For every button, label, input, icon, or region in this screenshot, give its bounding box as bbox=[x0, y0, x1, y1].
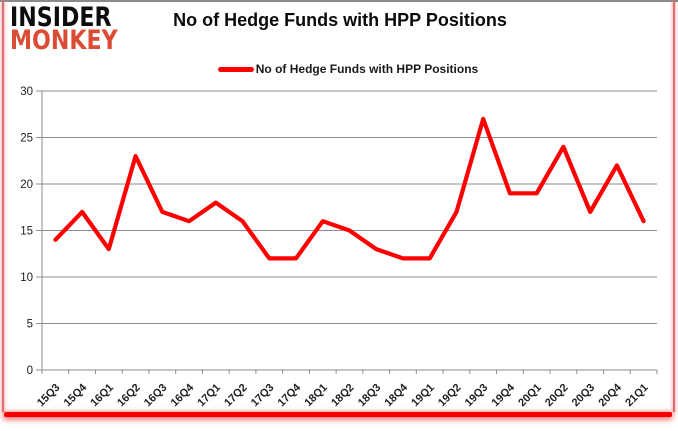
y-axis-label-30: 30 bbox=[20, 86, 33, 98]
x-axis-label-20Q1: 20Q1 bbox=[516, 382, 544, 410]
x-axis-label-17Q1: 17Q1 bbox=[195, 382, 223, 410]
x-axis-label-18Q1: 18Q1 bbox=[302, 382, 330, 410]
legend-line-swatch-icon bbox=[217, 66, 254, 72]
x-axis-label-19Q2: 19Q2 bbox=[436, 382, 464, 410]
x-axis-label-16Q4: 16Q4 bbox=[169, 381, 197, 409]
y-axis-label-10: 10 bbox=[20, 272, 33, 284]
x-axis-label-16Q2: 16Q2 bbox=[115, 382, 143, 410]
x-axis-label-18Q4: 18Q4 bbox=[383, 381, 411, 409]
series-line bbox=[53, 116, 646, 261]
x-axis-label-17Q4: 17Q4 bbox=[276, 381, 304, 409]
insider-monkey-logo: INSIDER MONKEY bbox=[10, 2, 118, 56]
x-axis-label-20Q2: 20Q2 bbox=[543, 382, 571, 410]
x-axis-label-20Q4: 20Q4 bbox=[596, 381, 624, 409]
chart-title: No of Hedge Funds with HPP Positions bbox=[173, 10, 507, 30]
x-axis-label-21Q1: 21Q1 bbox=[623, 382, 651, 410]
x-axis-label-19Q1: 19Q1 bbox=[409, 382, 437, 410]
y-axis-label-20: 20 bbox=[20, 179, 33, 191]
x-axis-label-17Q3: 17Q3 bbox=[249, 382, 277, 410]
y-axis-label-25: 25 bbox=[20, 133, 33, 145]
x-axis-label-18Q2: 18Q2 bbox=[329, 382, 357, 410]
x-axis-label-16Q3: 16Q3 bbox=[142, 382, 170, 410]
logo-insider-text: INSIDER bbox=[10, 2, 112, 33]
y-axis-label-5: 5 bbox=[27, 319, 33, 331]
x-axis-label-19Q3: 19Q3 bbox=[463, 382, 491, 410]
chart-legend: No of Hedge Funds with HPP Positions bbox=[0, 61, 678, 77]
x-axis-label-15Q4: 15Q4 bbox=[62, 381, 90, 409]
x-axis-label-18Q3: 18Q3 bbox=[356, 382, 384, 410]
card-bottom-red-bar bbox=[4, 412, 672, 417]
logo-monkey-text: MONKEY bbox=[10, 25, 118, 56]
y-axis-label-15: 15 bbox=[20, 226, 33, 238]
legend-label: No of Hedge Funds with HPP Positions bbox=[255, 62, 479, 76]
x-axis-label-15Q3: 15Q3 bbox=[35, 382, 63, 410]
y-axis-label-0: 0 bbox=[27, 365, 33, 377]
x-axis-label-19Q4: 19Q4 bbox=[490, 381, 518, 409]
x-axis-label-16Q1: 16Q1 bbox=[88, 382, 116, 410]
card-border-top bbox=[0, 0, 678, 2]
card-border-right bbox=[673, 2, 675, 412]
x-axis-label-20Q3: 20Q3 bbox=[570, 382, 598, 410]
card-border-left bbox=[2, 2, 4, 412]
x-axis-label-17Q2: 17Q2 bbox=[222, 382, 250, 410]
